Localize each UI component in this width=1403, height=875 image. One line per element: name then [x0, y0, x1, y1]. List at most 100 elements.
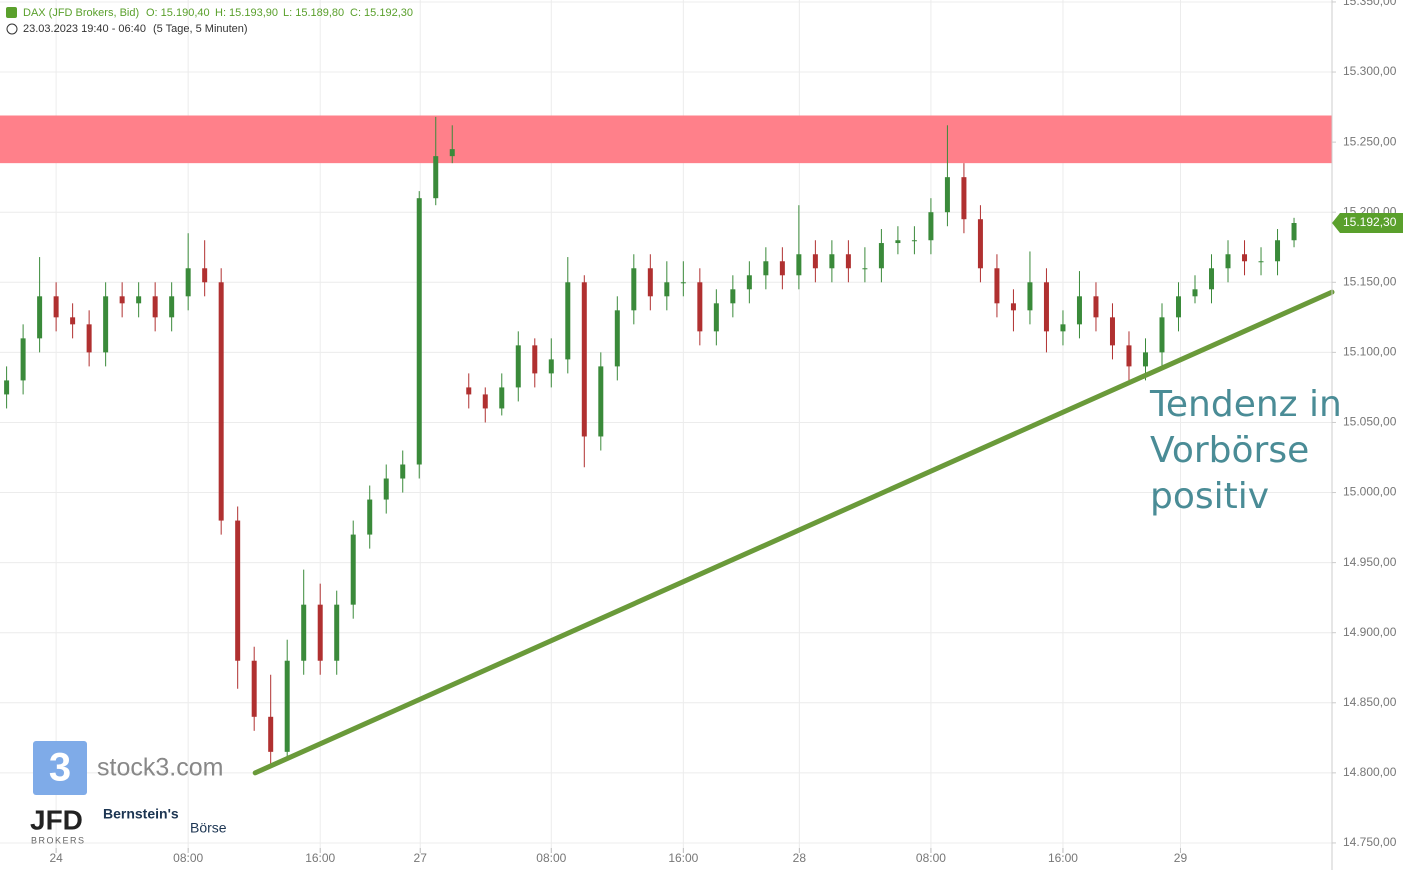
candle-body — [631, 268, 637, 311]
candle-body — [1159, 317, 1165, 353]
candle-body — [515, 345, 521, 388]
candle-body — [4, 380, 10, 395]
candle-body — [235, 520, 241, 661]
candle-body — [1275, 240, 1281, 262]
y-tick-label: 14.900,00 — [1343, 625, 1397, 639]
candle-body — [664, 282, 670, 297]
candle-body — [350, 534, 356, 605]
candle-body — [565, 282, 571, 360]
x-tick-label: 27 — [414, 851, 428, 865]
candle-body — [928, 212, 934, 241]
candle-body — [680, 282, 686, 284]
annotation-text: Vorbörse — [1150, 430, 1309, 471]
x-tick-label: 28 — [793, 851, 807, 865]
candle-body — [994, 268, 1000, 304]
candle-body — [796, 254, 802, 276]
candle-body — [202, 268, 208, 283]
clock-icon — [6, 23, 18, 35]
candle-body — [1175, 296, 1181, 318]
last-price-tag — [1332, 213, 1403, 234]
candle-body — [961, 177, 967, 220]
annotation-text: positiv — [1150, 476, 1269, 517]
candle-body — [86, 324, 92, 353]
candle-body — [862, 268, 868, 270]
candle-body — [1010, 303, 1016, 311]
candle-body — [70, 317, 76, 325]
candle-body — [697, 282, 703, 332]
candle-body — [548, 359, 554, 374]
y-tick-label: 15.150,00 — [1343, 274, 1397, 288]
bernstein-logo: Bernstein's — [103, 806, 179, 822]
candle-body — [367, 499, 373, 535]
candle-body — [251, 660, 257, 717]
candle-body — [37, 296, 43, 339]
ohlc-close: C: 15.192,30 — [350, 7, 413, 19]
candle-body — [301, 604, 307, 661]
stock3-logo-mark: 3 — [49, 746, 71, 790]
y-tick-label: 15.000,00 — [1343, 485, 1397, 499]
candle-body — [730, 289, 736, 304]
y-tick-label: 14.850,00 — [1343, 695, 1397, 709]
boerse-logo: Börse — [190, 820, 227, 836]
y-tick-label: 15.350,00 — [1343, 0, 1397, 8]
header: DAX (JFD Brokers, Bid) O: 15.190,40 H: 1… — [6, 7, 413, 35]
candle-body — [581, 282, 587, 437]
y-tick-label: 14.800,00 — [1343, 765, 1397, 779]
candle-body — [20, 338, 26, 381]
candle-body — [713, 303, 719, 332]
candle-body — [746, 275, 752, 290]
candle-body — [400, 464, 406, 479]
candle-body — [944, 177, 950, 213]
candle-body — [1027, 282, 1033, 311]
candle-body — [779, 261, 785, 276]
candle-body — [845, 254, 851, 269]
x-tick-label: 08:00 — [536, 851, 566, 865]
stock3-logo-text: stock3.com — [97, 754, 223, 782]
candle-body — [169, 296, 175, 318]
candle-body — [1109, 317, 1115, 346]
candle-body — [383, 478, 389, 500]
annotation-text: Tendenz in — [1149, 384, 1342, 425]
y-tick-label: 14.750,00 — [1343, 835, 1397, 849]
candle-body — [647, 268, 653, 297]
candle-body — [482, 394, 488, 409]
candle-body — [598, 366, 604, 437]
candle-body — [1291, 223, 1297, 241]
candle-body — [119, 296, 125, 304]
candle-body — [763, 261, 769, 276]
candle-body — [1093, 296, 1099, 318]
candle-body — [878, 243, 884, 269]
jfd-logo: JFD — [30, 804, 83, 835]
x-tick-label: 08:00 — [173, 851, 203, 865]
ohlc-low: L: 15.189,80 — [283, 7, 344, 19]
candle-body — [977, 219, 983, 269]
candle-body — [466, 387, 472, 395]
candle-body — [829, 254, 835, 269]
candle-body — [218, 282, 224, 521]
candle-body — [53, 296, 59, 318]
candle-body — [1126, 345, 1132, 367]
candle-body — [317, 604, 323, 661]
ohlc-open: O: 15.190,40 — [146, 7, 210, 19]
candle-body — [1142, 352, 1148, 367]
candle-body — [1242, 254, 1248, 262]
candle-body — [136, 296, 142, 304]
candle-body — [1060, 324, 1066, 332]
candle-body — [1192, 289, 1198, 297]
candle-body — [614, 310, 620, 367]
x-tick-label: 16:00 — [305, 851, 335, 865]
candle-body — [416, 198, 422, 465]
candle-body — [433, 156, 439, 199]
candle-body — [284, 660, 290, 752]
candle-body — [499, 387, 505, 409]
logos: 3 stock3.com JFD BROKERS Bernstein's Bör… — [30, 741, 227, 845]
x-tick-label: 16:00 — [668, 851, 698, 865]
period: (5 Tage, 5 Minuten) — [153, 23, 248, 35]
candle-body — [268, 716, 274, 752]
x-tick-label: 16:00 — [1048, 851, 1078, 865]
y-tick-label: 15.250,00 — [1343, 134, 1397, 148]
candle-body — [103, 296, 109, 353]
date-range: 23.03.2023 19:40 - 06:40 — [23, 23, 146, 35]
candle-body — [152, 296, 158, 318]
jfd-logo-sub: BROKERS — [31, 835, 86, 845]
